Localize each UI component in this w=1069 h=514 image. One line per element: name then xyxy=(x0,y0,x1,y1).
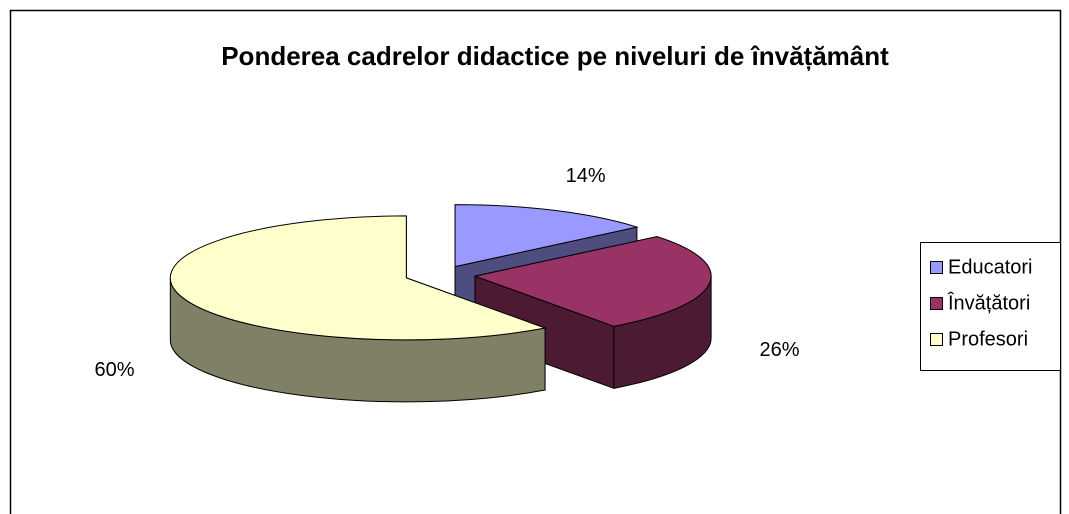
slice xyxy=(473,236,712,390)
chart-title: Ponderea cadrelor didactice pe niveluri … xyxy=(221,41,889,71)
legend-swatch xyxy=(930,333,943,346)
legend-swatch xyxy=(930,261,943,274)
legend-label: Educatori xyxy=(948,256,1033,278)
legend-swatch xyxy=(930,297,943,310)
data-label: 26% xyxy=(759,339,799,361)
slice xyxy=(169,215,547,403)
legend-label: Profesori xyxy=(948,328,1028,350)
data-label: 60% xyxy=(95,359,135,381)
slice-top xyxy=(169,215,547,341)
slice-top xyxy=(473,236,712,327)
slice-top xyxy=(454,204,639,268)
legend-label: Învățători xyxy=(947,291,1030,314)
legend-box xyxy=(920,242,1061,371)
data-label: 14% xyxy=(566,165,606,187)
